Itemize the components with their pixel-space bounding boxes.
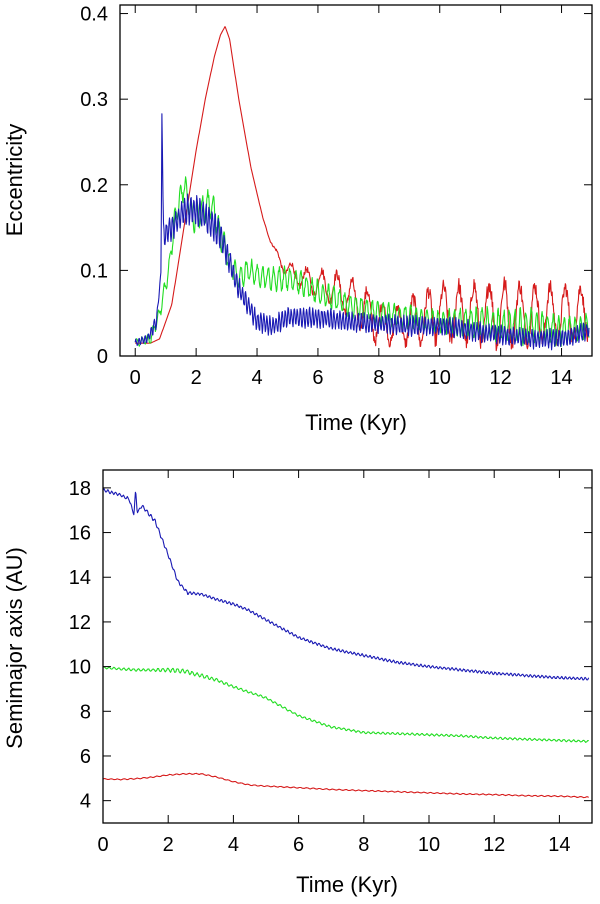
eccentricity-y-axis-label: Eccentricity	[2, 124, 27, 236]
semimajor-axis-y-tick-label: 10	[69, 657, 91, 679]
semimajor-axis-axis-ticks: 0 2 4 6 8 10 12 14 4 6 8 10 12 14 16 18	[69, 470, 592, 856]
eccentricity-x-tick-label: 14	[550, 367, 572, 389]
semimajor-axis-y-tick-label: 6	[80, 746, 91, 768]
semimajor-axis-x-axis-label: Time (Kyr)	[296, 872, 398, 897]
semimajor-axis-y-tick-label: 4	[80, 791, 91, 813]
eccentricity-x-tick-label: 8	[373, 367, 384, 389]
eccentricity-y-tick-label: 0.4	[80, 4, 108, 26]
semimajor-axis-y-tick-label: 12	[69, 612, 91, 634]
semimajor-axis-x-tick-label: 4	[228, 834, 239, 856]
semimajor-axis-x-tick-label: 12	[483, 834, 505, 856]
eccentricity-x-tick-label: 0	[130, 367, 141, 389]
eccentricity-x-tick-label: 10	[429, 367, 451, 389]
semimajor-axis-x-tick-label: 8	[358, 834, 369, 856]
semimajor-axis-x-tick-label: 2	[163, 834, 174, 856]
semimajor-axis-x-tick-label: 6	[293, 834, 304, 856]
semimajor-axis-y-tick-label: 18	[69, 478, 91, 500]
semimajor-axis-y-tick-label: 14	[69, 567, 91, 589]
eccentricity-axis-ticks: 0 2 4 6 8 10 12 14 0 0.1 0.2 0.3 0.4	[80, 4, 592, 389]
eccentricity-series	[134, 26, 590, 352]
semimajor-axis-y-tick-label: 8	[80, 701, 91, 723]
semimajor-axis-series-inner-planet	[102, 772, 589, 799]
semimajor-axis-series-outer-planet	[102, 488, 590, 681]
semimajor-axis-x-tick-label: 0	[97, 834, 108, 856]
semimajor-axis-plot-frame	[102, 469, 593, 824]
eccentricity-x-tick-label: 4	[251, 367, 262, 389]
semimajor-axis-x-tick-label: 14	[548, 834, 570, 856]
semimajor-axis-y-tick-label: 16	[69, 523, 91, 545]
eccentricity-y-tick-label: 0.3	[80, 89, 108, 111]
eccentricity-x-tick-label: 12	[490, 367, 512, 389]
eccentricity-x-axis-label: Time (Kyr)	[305, 410, 407, 435]
eccentricity-panel: 0 2 4 6 8 10 12 14 0 0.1 0.2 0.3 0.4 Time (Kyr) Ecce…	[2, 4, 593, 435]
semimajor-axis-x-tick-label: 10	[418, 834, 440, 856]
semimajor-axis-panel: 0 2 4 6 8 10 12 14 4 6 8 10 12 14 16 18 Time (Kyr) Semi…	[2, 469, 593, 897]
semimajor-axis-series	[102, 488, 590, 799]
eccentricity-y-tick-label: 0.1	[80, 260, 108, 282]
eccentricity-series-outer-planet	[134, 113, 590, 351]
semimajor-axis-y-axis-label: Semimajor axis (AU)	[2, 547, 27, 749]
semimajor-axis-series-middle-planet	[102, 666, 590, 743]
eccentricity-y-tick-label: 0.2	[80, 175, 108, 197]
eccentricity-x-tick-label: 6	[312, 367, 323, 389]
eccentricity-series-middle-planet	[134, 176, 590, 347]
eccentricity-plot-frame	[119, 4, 593, 357]
eccentricity-y-tick-label: 0	[97, 346, 108, 368]
eccentricity-x-tick-label: 2	[191, 367, 202, 389]
